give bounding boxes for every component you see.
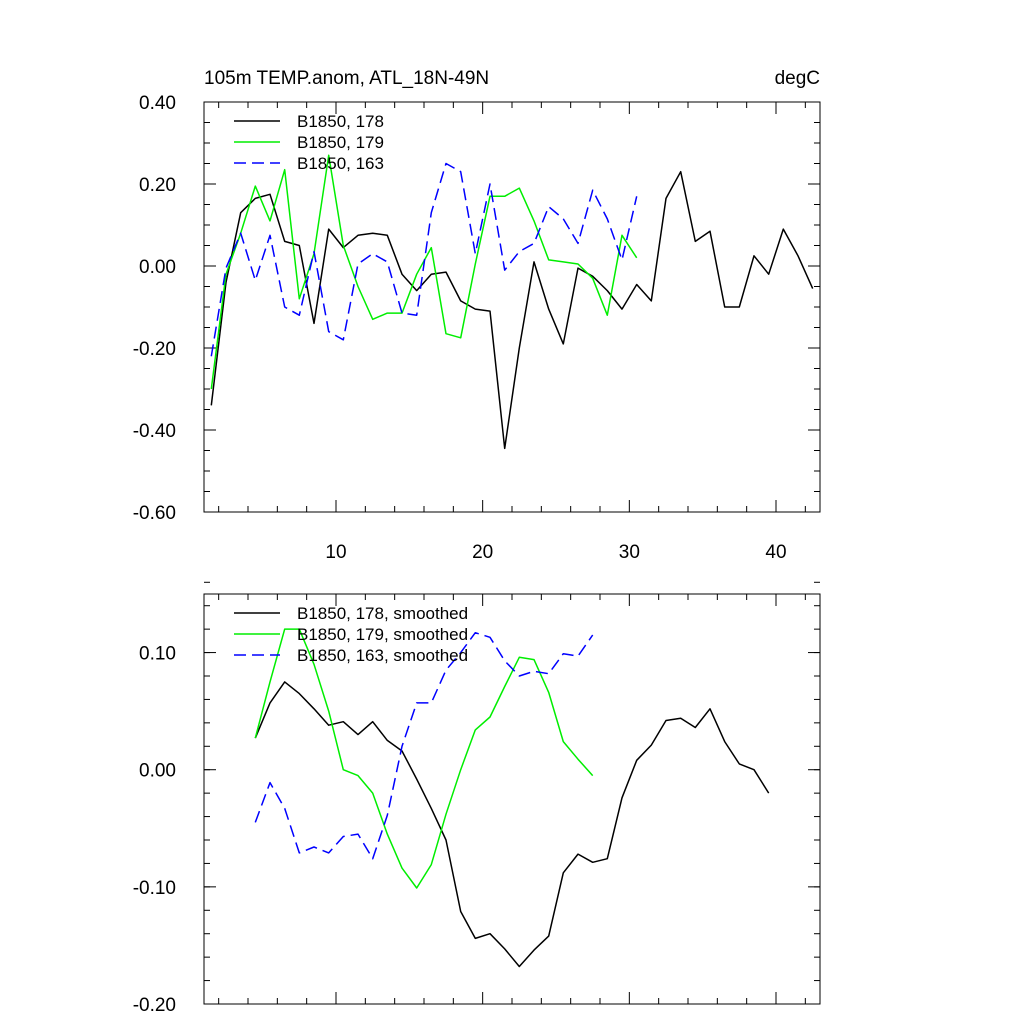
top-xtick-label: 30 [619,542,640,563]
top-panel-legend: B1850, 178 B1850, 179 B1850, 163 [234,112,384,173]
bottom-ytick-label: 0.00 [139,761,176,782]
top-ytick-label: 0.00 [139,257,176,278]
top-panel-ticks: -0.60 -0.40 -0.20 0.00 0.20 0.40 10 20 30 40 [133,93,820,563]
top-xtick-label: 10 [325,542,346,563]
top-xtick-label: 20 [472,542,493,563]
bottom-series-line-2 [254,631,594,860]
top-panel-units: degC [775,68,820,89]
top-xtick-label: 40 [765,542,786,563]
top-series-line-0 [210,170,814,450]
bottom-series-line-1 [254,628,594,889]
top-panel: 105m TEMP.anom, ATL_18N-49N degC -0.60-0… [133,68,821,563]
top-ytick-label: -0.20 [133,339,176,360]
top-series-line-1 [210,154,638,390]
bottom-panel: -0.20 -0.10 0.00 0.10 B1850, 178, smoothed … [133,581,821,1016]
bottom-panel-ticks: -0.20 -0.10 0.00 0.10 [133,581,820,1016]
bottom-series-line-0 [254,681,770,968]
bottom-panel-legend: B1850, 178, smoothed B1850, 179, smoothe… [234,604,468,665]
top-ytick-label: 0.40 [139,93,176,114]
bottom-panel-series [254,628,770,968]
bottom-ytick-label: 0.10 [139,644,176,665]
top-ytick-label: 0.20 [139,175,176,196]
top-ytick-label: -0.40 [133,421,176,442]
top-legend-label-179: B1850, 179 [297,133,384,152]
top-panel-title: 105m TEMP.anom, ATL_18N-49N [204,68,489,89]
top-series-line-2 [210,162,638,357]
bottom-legend-label-179: B1850, 179, smoothed [297,625,468,644]
top-legend-label-178: B1850, 178 [297,112,384,131]
bottom-legend-label-163: B1850, 163, smoothed [297,646,468,665]
bottom-ytick-label: -0.20 [133,995,176,1016]
top-panel-series [210,154,814,450]
bottom-legend-label-178: B1850, 178, smoothed [297,604,468,623]
bottom-ytick-label: -0.10 [133,878,176,899]
top-legend-label-163: B1850, 163 [297,154,384,173]
top-ytick-label: -0.60 [133,503,176,524]
